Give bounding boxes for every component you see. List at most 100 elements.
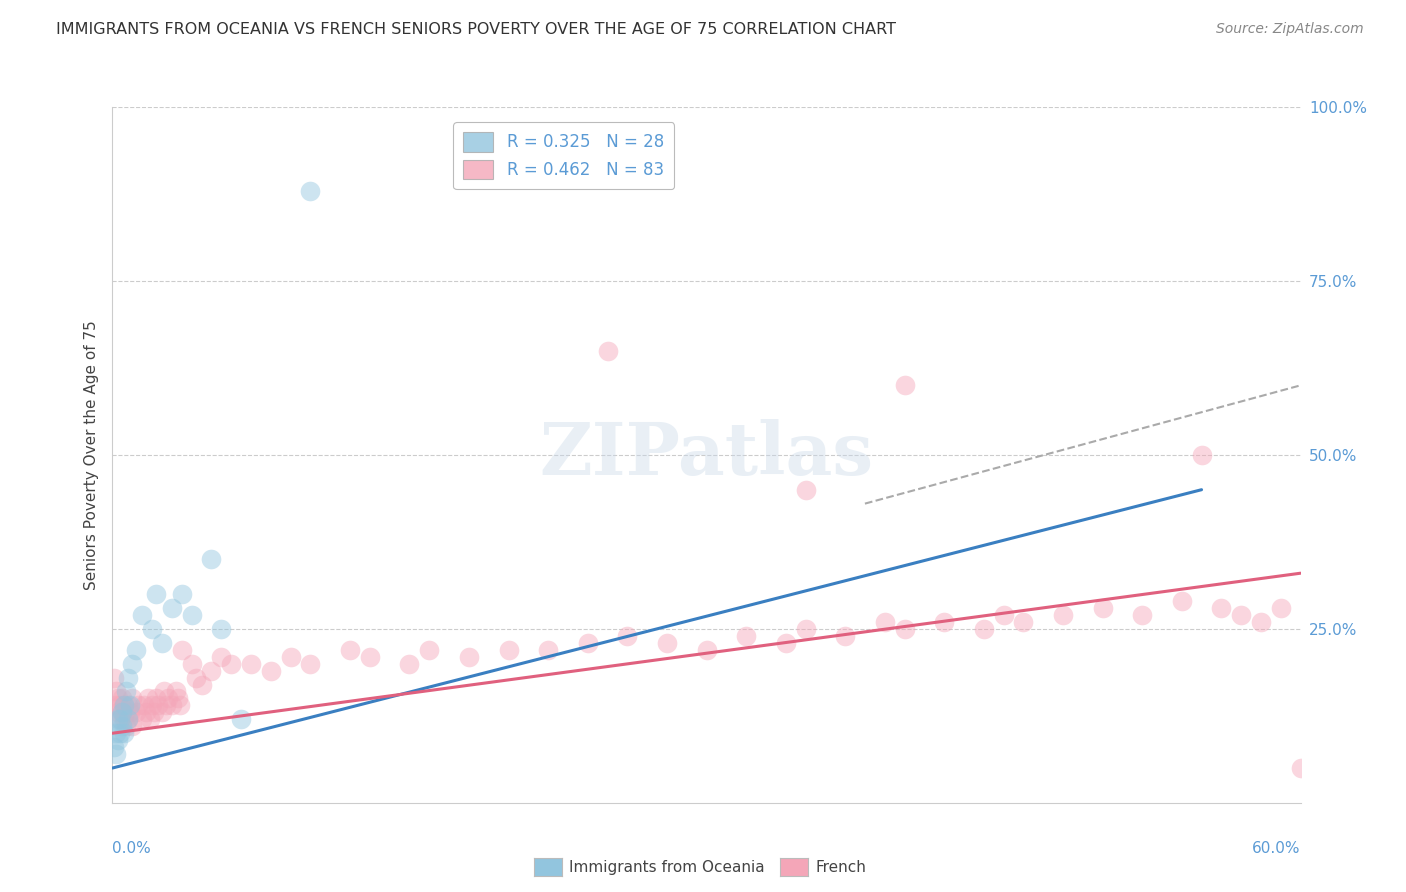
Point <box>170 587 193 601</box>
Point <box>107 691 129 706</box>
Point <box>146 698 169 713</box>
Point <box>616 629 638 643</box>
Point <box>105 698 128 713</box>
Point <box>537 642 560 657</box>
Point <box>156 691 179 706</box>
Y-axis label: Seniors Poverty Over the Age of 75: Seniors Poverty Over the Age of 75 <box>83 320 98 590</box>
Point <box>219 657 242 671</box>
Point <box>117 712 139 726</box>
Point <box>125 642 148 657</box>
Point <box>120 706 142 720</box>
Point <box>117 712 139 726</box>
Point <box>131 712 153 726</box>
Point <box>200 552 222 566</box>
Point <box>190 677 212 691</box>
Point <box>145 691 167 706</box>
Point <box>1170 594 1192 608</box>
Point <box>145 587 167 601</box>
Point <box>993 607 1015 622</box>
Point <box>112 712 135 726</box>
Point <box>125 706 148 720</box>
Point <box>105 684 128 698</box>
Point <box>165 684 187 698</box>
Point <box>169 698 191 713</box>
Text: ZIPatlas: ZIPatlas <box>540 419 873 491</box>
Point <box>893 622 915 636</box>
Point <box>107 733 129 747</box>
Point <box>458 649 481 664</box>
Point <box>110 698 132 713</box>
Point <box>299 657 322 671</box>
Point <box>180 607 202 622</box>
Point <box>112 698 135 713</box>
Point <box>115 684 138 698</box>
Point <box>1289 761 1312 775</box>
Point <box>735 629 758 643</box>
Point <box>166 691 188 706</box>
Point <box>209 622 232 636</box>
Point <box>150 706 173 720</box>
Point <box>127 698 149 713</box>
Point <box>134 698 156 713</box>
Point <box>107 706 129 720</box>
Point <box>1130 607 1153 622</box>
Point <box>834 629 856 643</box>
Point <box>136 691 159 706</box>
Point <box>299 184 322 198</box>
Point <box>180 657 202 671</box>
Text: Immigrants from Oceania: Immigrants from Oceania <box>569 860 765 874</box>
Point <box>111 706 134 720</box>
Point <box>873 615 896 629</box>
Point <box>339 642 361 657</box>
Point <box>121 691 143 706</box>
Point <box>131 607 153 622</box>
Point <box>107 712 129 726</box>
Point <box>398 657 420 671</box>
Point <box>111 706 134 720</box>
Point <box>1191 448 1213 462</box>
Point <box>111 719 134 733</box>
Point <box>498 642 520 657</box>
Point <box>696 642 718 657</box>
Point <box>893 378 915 392</box>
Point <box>1230 607 1253 622</box>
Point <box>794 622 817 636</box>
Text: 60.0%: 60.0% <box>1253 841 1301 856</box>
Point <box>794 483 817 497</box>
Point <box>110 726 132 740</box>
Point <box>153 684 176 698</box>
Point <box>934 615 956 629</box>
Point <box>111 691 134 706</box>
Point <box>170 642 193 657</box>
Point <box>200 664 222 678</box>
Point <box>139 712 162 726</box>
Text: IMMIGRANTS FROM OCEANIA VS FRENCH SENIORS POVERTY OVER THE AGE OF 75 CORRELATION: IMMIGRANTS FROM OCEANIA VS FRENCH SENIOR… <box>56 22 896 37</box>
Point <box>110 712 132 726</box>
Point <box>1052 607 1074 622</box>
Point <box>359 649 381 664</box>
Point <box>280 649 302 664</box>
Point <box>775 636 797 650</box>
Point <box>1211 601 1233 615</box>
Point <box>260 664 283 678</box>
Point <box>121 657 143 671</box>
Legend: R = 0.325   N = 28, R = 0.462   N = 83: R = 0.325 N = 28, R = 0.462 N = 83 <box>454 122 673 189</box>
Point <box>576 636 599 650</box>
Point <box>103 671 125 685</box>
Point <box>115 706 138 720</box>
Point <box>115 719 138 733</box>
Point <box>1091 601 1114 615</box>
Point <box>1270 601 1292 615</box>
Point <box>110 712 132 726</box>
Point <box>112 726 135 740</box>
Point <box>231 712 253 726</box>
Point <box>120 698 142 713</box>
Point <box>240 657 263 671</box>
Point <box>121 719 143 733</box>
Point <box>655 636 678 650</box>
Point <box>596 343 619 358</box>
Point <box>141 698 163 713</box>
Point <box>1309 587 1331 601</box>
Text: French: French <box>815 860 866 874</box>
Point <box>418 642 440 657</box>
